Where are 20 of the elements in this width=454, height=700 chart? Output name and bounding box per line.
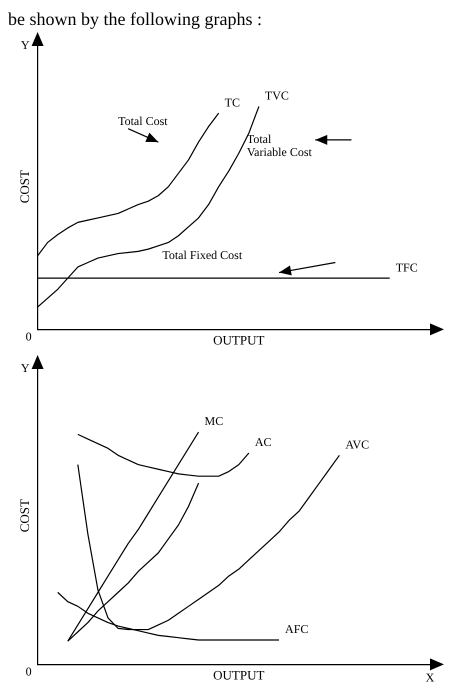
series-label: TFC [396,260,418,274]
series-label: AC [254,435,272,450]
chart-title: be shown by the following graphs : [8,8,263,30]
x-axis-title: OUTPUT [213,332,264,348]
text: 0 [26,330,32,344]
series-label: MC [204,414,224,428]
text: 0 [26,664,32,679]
text: Y [20,38,30,52]
x-axis-title: OUTPUT [213,668,264,683]
y-axis-title: COST [17,499,32,532]
y-axis-title: COST [17,170,32,204]
series-label: TC [224,95,240,110]
annotation: Total Cost [118,114,168,128]
series-label: AVC [345,437,370,452]
text: X [426,670,435,685]
series-label: AFC [285,622,308,636]
annotation: Total Variable Cost [246,132,312,160]
series-label: TVC [264,88,289,103]
annotation: Total Fixed Cost [162,248,243,262]
text: Y [20,361,30,376]
